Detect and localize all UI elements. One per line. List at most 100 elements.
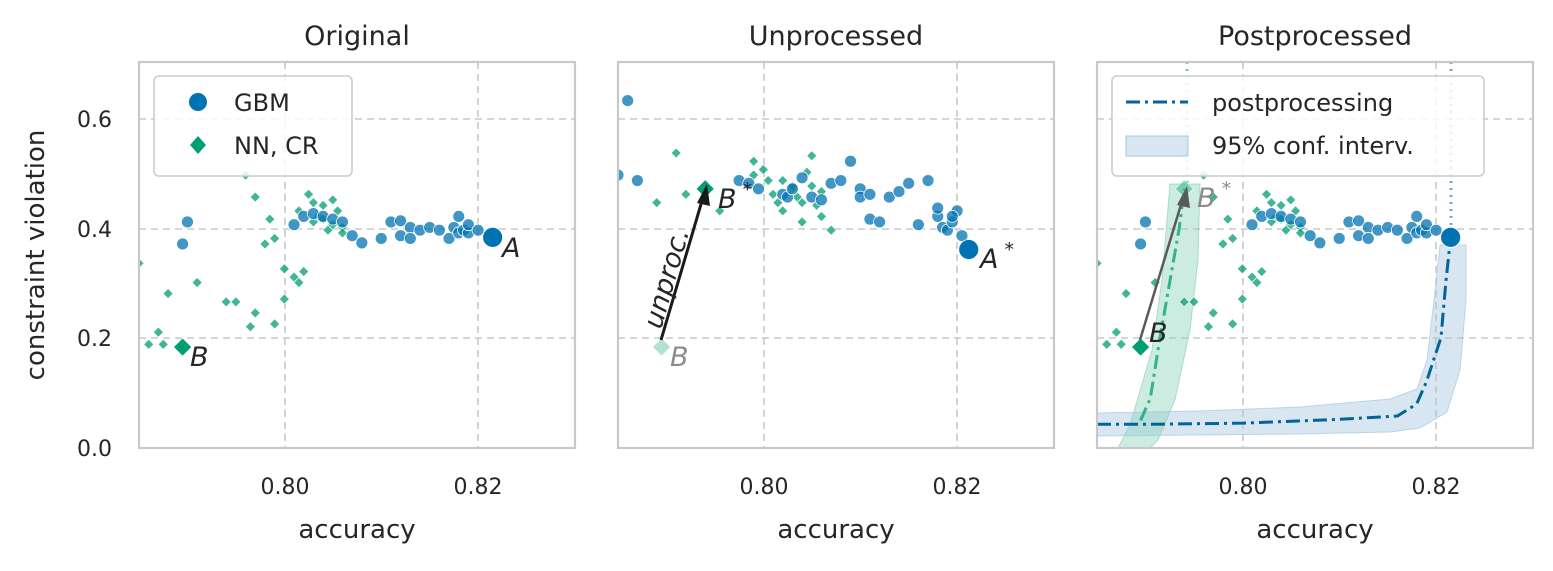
- nn-point: [139, 257, 145, 269]
- gbm-point: [863, 187, 877, 201]
- panel-title: Unprocessed: [749, 21, 923, 52]
- nn-point: [806, 180, 818, 192]
- gbm-point: [873, 215, 886, 229]
- nn-point: [230, 296, 242, 308]
- gbm-point: [1390, 223, 1404, 237]
- nn-point: [1261, 188, 1272, 200]
- x-axis-label: accuracy: [777, 515, 894, 545]
- pp-arrow: [1138, 186, 1190, 341]
- nn-point: [777, 205, 789, 217]
- conf-band-nn: [1117, 183, 1201, 448]
- y-axis-label: constraint violation: [21, 130, 51, 381]
- nn-point: [1236, 293, 1248, 305]
- panel-original: Original 0.80 0.82 accuracy A B GBM NN, …: [137, 21, 577, 545]
- gbm-point-highlight: [958, 239, 980, 260]
- legend-confint-swatch: [1125, 135, 1189, 157]
- gbm-point: [786, 182, 799, 196]
- nn-point: [307, 197, 319, 209]
- gbm-point: [1332, 232, 1346, 245]
- gbm-point: [630, 174, 644, 187]
- gbm-point: [618, 168, 625, 182]
- nn-point: [806, 150, 818, 162]
- nn-point: [278, 263, 290, 275]
- gbm-point: [742, 176, 756, 190]
- nn-point: [264, 213, 276, 225]
- nn-point: [1265, 197, 1277, 209]
- nn-point: [767, 188, 779, 200]
- gbm-point: [882, 190, 896, 204]
- gbm-point: [471, 223, 485, 237]
- gbm-point: [621, 94, 635, 107]
- plot-marks: [139, 169, 504, 357]
- annotation-B-faded: B: [670, 342, 689, 373]
- annotation-B: B: [1149, 318, 1168, 349]
- nn-point: [1256, 266, 1268, 277]
- nn-point: [1236, 263, 1248, 275]
- gbm-point: [921, 174, 935, 187]
- annotation-unproc: unproc.: [638, 225, 696, 332]
- gbm-point: [1303, 229, 1317, 243]
- y-ticks: 0.0 0.2 0.4 0.6: [77, 108, 112, 462]
- gbm-point: [374, 232, 388, 245]
- nn-point: [303, 188, 314, 200]
- legend-gbm-marker: [189, 93, 207, 111]
- gbm-point: [902, 176, 916, 190]
- annotation-A-star: A *: [978, 239, 1014, 275]
- gbm-point: [287, 218, 301, 232]
- nn-point: [651, 197, 663, 209]
- nn-point: [1178, 296, 1190, 308]
- x-tick-label: 0.82: [1412, 475, 1461, 500]
- nn-point: [1207, 307, 1219, 319]
- gbm-point: [176, 237, 190, 251]
- gbm-point: [911, 218, 925, 232]
- gbm-point: [945, 209, 959, 223]
- nn-point: [1295, 227, 1306, 239]
- nn-point: [748, 155, 760, 167]
- annotation-B-star: B *: [718, 179, 752, 215]
- nn-point: [1275, 199, 1287, 211]
- gbm-point: [1134, 237, 1147, 251]
- gbm-point: [442, 232, 456, 245]
- nn-point: [680, 188, 692, 200]
- nn-point: [244, 321, 256, 333]
- legend: postprocessing 95% conf. interv.: [1111, 75, 1485, 177]
- gbm-point: [1245, 218, 1259, 232]
- y-tick-label: 0.2: [77, 327, 112, 352]
- gbm-point-highlight: [482, 226, 504, 248]
- gbm-point: [1139, 215, 1152, 229]
- nn-point: [796, 216, 808, 228]
- x-tick-label: 0.80: [1219, 475, 1268, 500]
- nn-point: [714, 205, 726, 217]
- nn-point: [152, 326, 164, 338]
- gbm-point: [1410, 209, 1424, 223]
- gbm-point: [403, 232, 417, 245]
- gbm-point: [345, 229, 359, 243]
- y-tick-label: 0.4: [77, 218, 112, 243]
- plot-marks: [1097, 169, 1462, 426]
- panel-title: Postprocessed: [1218, 21, 1412, 52]
- x-axis-label: accuracy: [298, 515, 415, 545]
- gbm-point: [1313, 236, 1327, 250]
- conf-band-gbm: [1097, 244, 1467, 437]
- gbm-point: [462, 218, 475, 232]
- x-tick-label: 0.80: [740, 475, 789, 500]
- legend-nn-label: NN, CR: [234, 132, 319, 160]
- gbm-point: [1429, 223, 1443, 237]
- nn-point: [269, 233, 281, 244]
- nn-point: [1251, 277, 1263, 288]
- nn-point: [157, 338, 169, 350]
- plot-marks: [618, 94, 980, 357]
- gridlines: [618, 62, 1054, 448]
- gbm-point: [355, 236, 369, 250]
- nn-point: [1097, 257, 1103, 269]
- panel-title: Original: [304, 21, 410, 52]
- nn-point-original-b: [652, 337, 672, 357]
- gbm-point: [795, 171, 809, 185]
- y-tick-label: 0.0: [77, 437, 112, 462]
- nn-point: [220, 296, 232, 308]
- nn-point: [825, 224, 837, 236]
- nn-point: [1227, 318, 1239, 330]
- gbm-point: [892, 185, 906, 198]
- nn-point: [1217, 238, 1229, 250]
